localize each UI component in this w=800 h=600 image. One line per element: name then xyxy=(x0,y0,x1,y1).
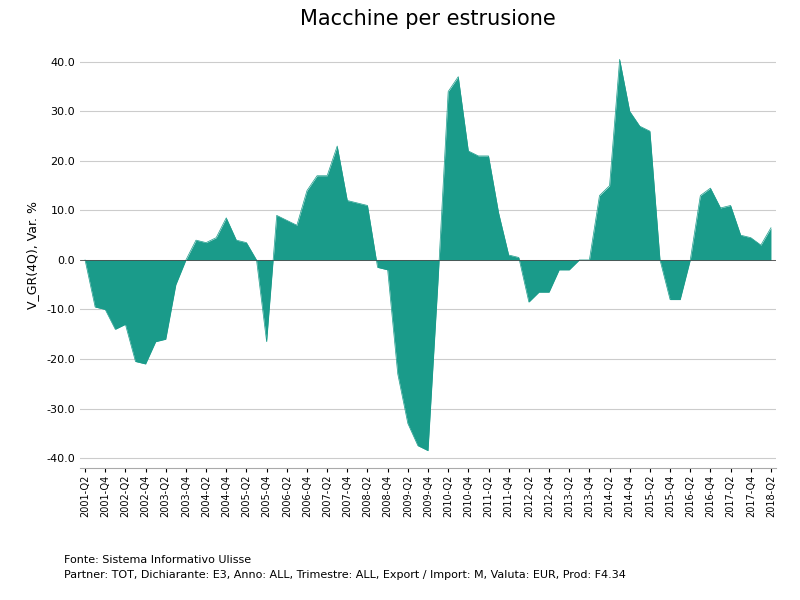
Text: Fonte: Sistema Informativo Ulisse: Fonte: Sistema Informativo Ulisse xyxy=(64,555,251,565)
Title: Macchine per estrusione: Macchine per estrusione xyxy=(300,10,556,29)
Text: Partner: TOT, Dichiarante: E3, Anno: ALL, Trimestre: ALL, Export / Import: M, Va: Partner: TOT, Dichiarante: E3, Anno: ALL… xyxy=(64,571,626,580)
Y-axis label: V_GR(4Q), Var. %: V_GR(4Q), Var. % xyxy=(26,201,39,309)
